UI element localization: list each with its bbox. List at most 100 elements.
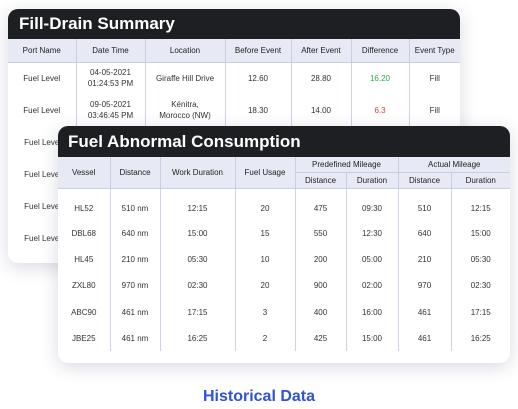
col-header-event-type[interactable]: Event Type [409,39,460,63]
predefined-duration-cell: 16:00 [346,298,399,326]
location-cell-text: Kénitra, [171,100,199,109]
location-cell-text: Morocco (NW) [159,111,211,120]
difference-cell: 16.20 [351,62,410,94]
port-cell-text: Fuel Level [23,73,61,83]
work-duration-cell: 02:30 [160,272,236,299]
historical-data-title: Historical Data [202,388,316,405]
table-row[interactable]: ZXL80 970 nm 02:30 20 900 02:00 970 02:30 [58,272,510,299]
predefined-duration-cell: 12:30 [346,220,399,247]
col-header-work-duration[interactable]: Work Duration [160,157,236,189]
fuel-usage-cell: 3 [235,298,296,326]
col-header-before-event[interactable]: Before Event [225,39,292,63]
date-time-cell: 09-05-2021 03:46:45 PM [76,94,146,126]
col-header-fuel-usage[interactable]: Fuel Usage [235,157,296,189]
predefined-distance-cell: 400 [295,298,347,326]
before-event-cell: 12.60 [225,62,292,94]
vessel-cell: ZXL80 [58,272,111,299]
actual-distance-cell: 970 [398,272,452,299]
predefined-distance-cell: 200 [295,246,347,273]
event-type-cell-text: Fill [429,105,440,115]
event-type-cell-text: Fill [429,73,440,83]
difference-cell-text: 6.3 [374,105,386,115]
col-header-difference[interactable]: Difference [351,39,410,63]
col-header-actual-distance[interactable]: Distance [398,172,452,189]
fill-drain-title: Fill-Drain Summary [8,9,460,39]
date-time-cell-text: 03:46:45 PM [87,111,134,120]
actual-duration-cell: 17:15 [470,307,491,317]
predefined-distance-cell: 900 [295,272,347,299]
table-row[interactable]: JBE25 461 nm 16:25 2 425 15:00 461 16:25 [58,325,510,352]
table-row[interactable]: Fuel Level 04-05-2021 01:24:53 PM Giraffe H… [8,62,460,94]
actual-distance-cell: 640 [398,220,452,247]
col-header-actual-duration[interactable]: Duration [451,172,510,189]
distance-cell: 970 nm [110,272,161,299]
port-cell-text: Fuel Leve [24,169,60,179]
actual-duration-cell: 02:30 [470,281,491,291]
before-event-cell-text: 18.30 [247,105,269,115]
table-row[interactable]: ABC90 461 nm 17:15 3 400 16:00 461 17:15 [58,298,510,326]
port-cell-text: Fuel Level [23,105,61,115]
predefined-duration-cell: 02:00 [346,272,399,299]
after-event-cell: 28.80 [291,62,352,94]
fuel-usage-cell: 15 [235,220,296,247]
actual-duration-cell: 05:30 [470,254,491,264]
work-duration-cell: 12:15 [160,188,236,220]
work-duration-cell: 17:15 [160,298,236,326]
fuel-abnormal-table: Vessel Distance Work Duration Fuel Usage… [58,157,510,352]
predefined-duration-cell: 09:30 [346,188,399,220]
vessel-cell: HL52 [58,188,111,220]
col-header-predefined-distance[interactable]: Distance [295,172,347,189]
port-cell: Fuel Level [8,62,77,94]
difference-cell: 6.3 [351,94,410,126]
date-time-cell-text: 01:24:53 PM [87,79,134,89]
fuel-usage-cell: 20 [235,272,296,299]
work-duration-cell: 15:00 [160,220,236,247]
actual-duration-cell: 12:15 [470,203,491,213]
fuel-usage-cell: 20 [235,188,296,220]
distance-cell: 640 nm [110,220,161,247]
predefined-distance-cell: 550 [295,220,347,247]
actual-distance-cell: 461 [398,298,452,326]
col-header-date-time[interactable]: Date Time [76,39,146,63]
table-row[interactable]: HL52 510 nm 12:15 20 475 09:30 510 12:15 [58,188,510,220]
table-row[interactable]: HL45 210 nm 05:30 10 200 05:00 210 05:30 [58,246,510,273]
work-duration-cell: 16:25 [160,325,236,352]
actual-duration-cell: 16:25 [470,333,491,343]
actual-distance-cell: 210 [398,246,452,273]
vessel-cell: HL45 [58,246,111,273]
predefined-distance-cell: 425 [295,325,347,352]
col-header-distance[interactable]: Distance [110,157,161,189]
predefined-duration-cell: 05:00 [346,246,399,273]
fuel-abnormal-title: Fuel Abnormal Consumption [58,126,510,157]
after-event-cell: 14.00 [291,94,352,126]
abnormal-header-row-2: Distance Duration Distance Duration [58,172,510,189]
distance-cell: 461 nm [110,298,161,326]
event-type-cell: Fill [409,62,460,94]
col-header-vessel[interactable]: Vessel [58,157,111,189]
port-cell-text: Fuel Leve [24,233,60,243]
date-time-cell-text: 04-05-2021 [90,68,131,78]
actual-distance-cell: 510 [398,188,452,220]
vessel-cell: ABC90 [58,298,111,326]
vessel-cell: DBL68 [58,220,111,247]
col-header-actual-mileage: Actual Mileage [398,157,510,173]
fuel-usage-cell: 10 [235,246,296,273]
abnormal-header-row-1: Vessel Distance Work Duration Fuel Usage… [58,157,510,189]
col-header-location[interactable]: Location [145,39,226,63]
col-header-port-name[interactable]: Port Name [8,39,77,63]
after-event-cell-text: 14.00 [310,105,332,115]
table-row[interactable]: DBL68 640 nm 15:00 15 550 12:30 640 15:00 [58,220,510,247]
vessel-cell: JBE25 [58,325,111,352]
location-cell: Giraffe Hill Drive [145,62,226,94]
date-time-cell-text: 09-05-2021 [90,100,131,109]
col-header-after-event[interactable]: After Event [291,39,352,63]
after-event-cell-text: 28.80 [310,73,332,83]
before-event-cell: 18.30 [225,94,292,126]
actual-duration-cell: 15:00 [470,228,491,238]
col-header-predefined-duration[interactable]: Duration [346,172,399,189]
predefined-distance-cell: 475 [295,188,347,220]
table-row[interactable]: Fuel Level 09-05-2021 03:46:45 PM Kénitra, M… [8,94,460,126]
location-cell: Kénitra, Morocco (NW) [145,94,226,126]
distance-cell: 461 nm [110,325,161,352]
location-cell-text: Giraffe Hill Drive [155,73,215,83]
